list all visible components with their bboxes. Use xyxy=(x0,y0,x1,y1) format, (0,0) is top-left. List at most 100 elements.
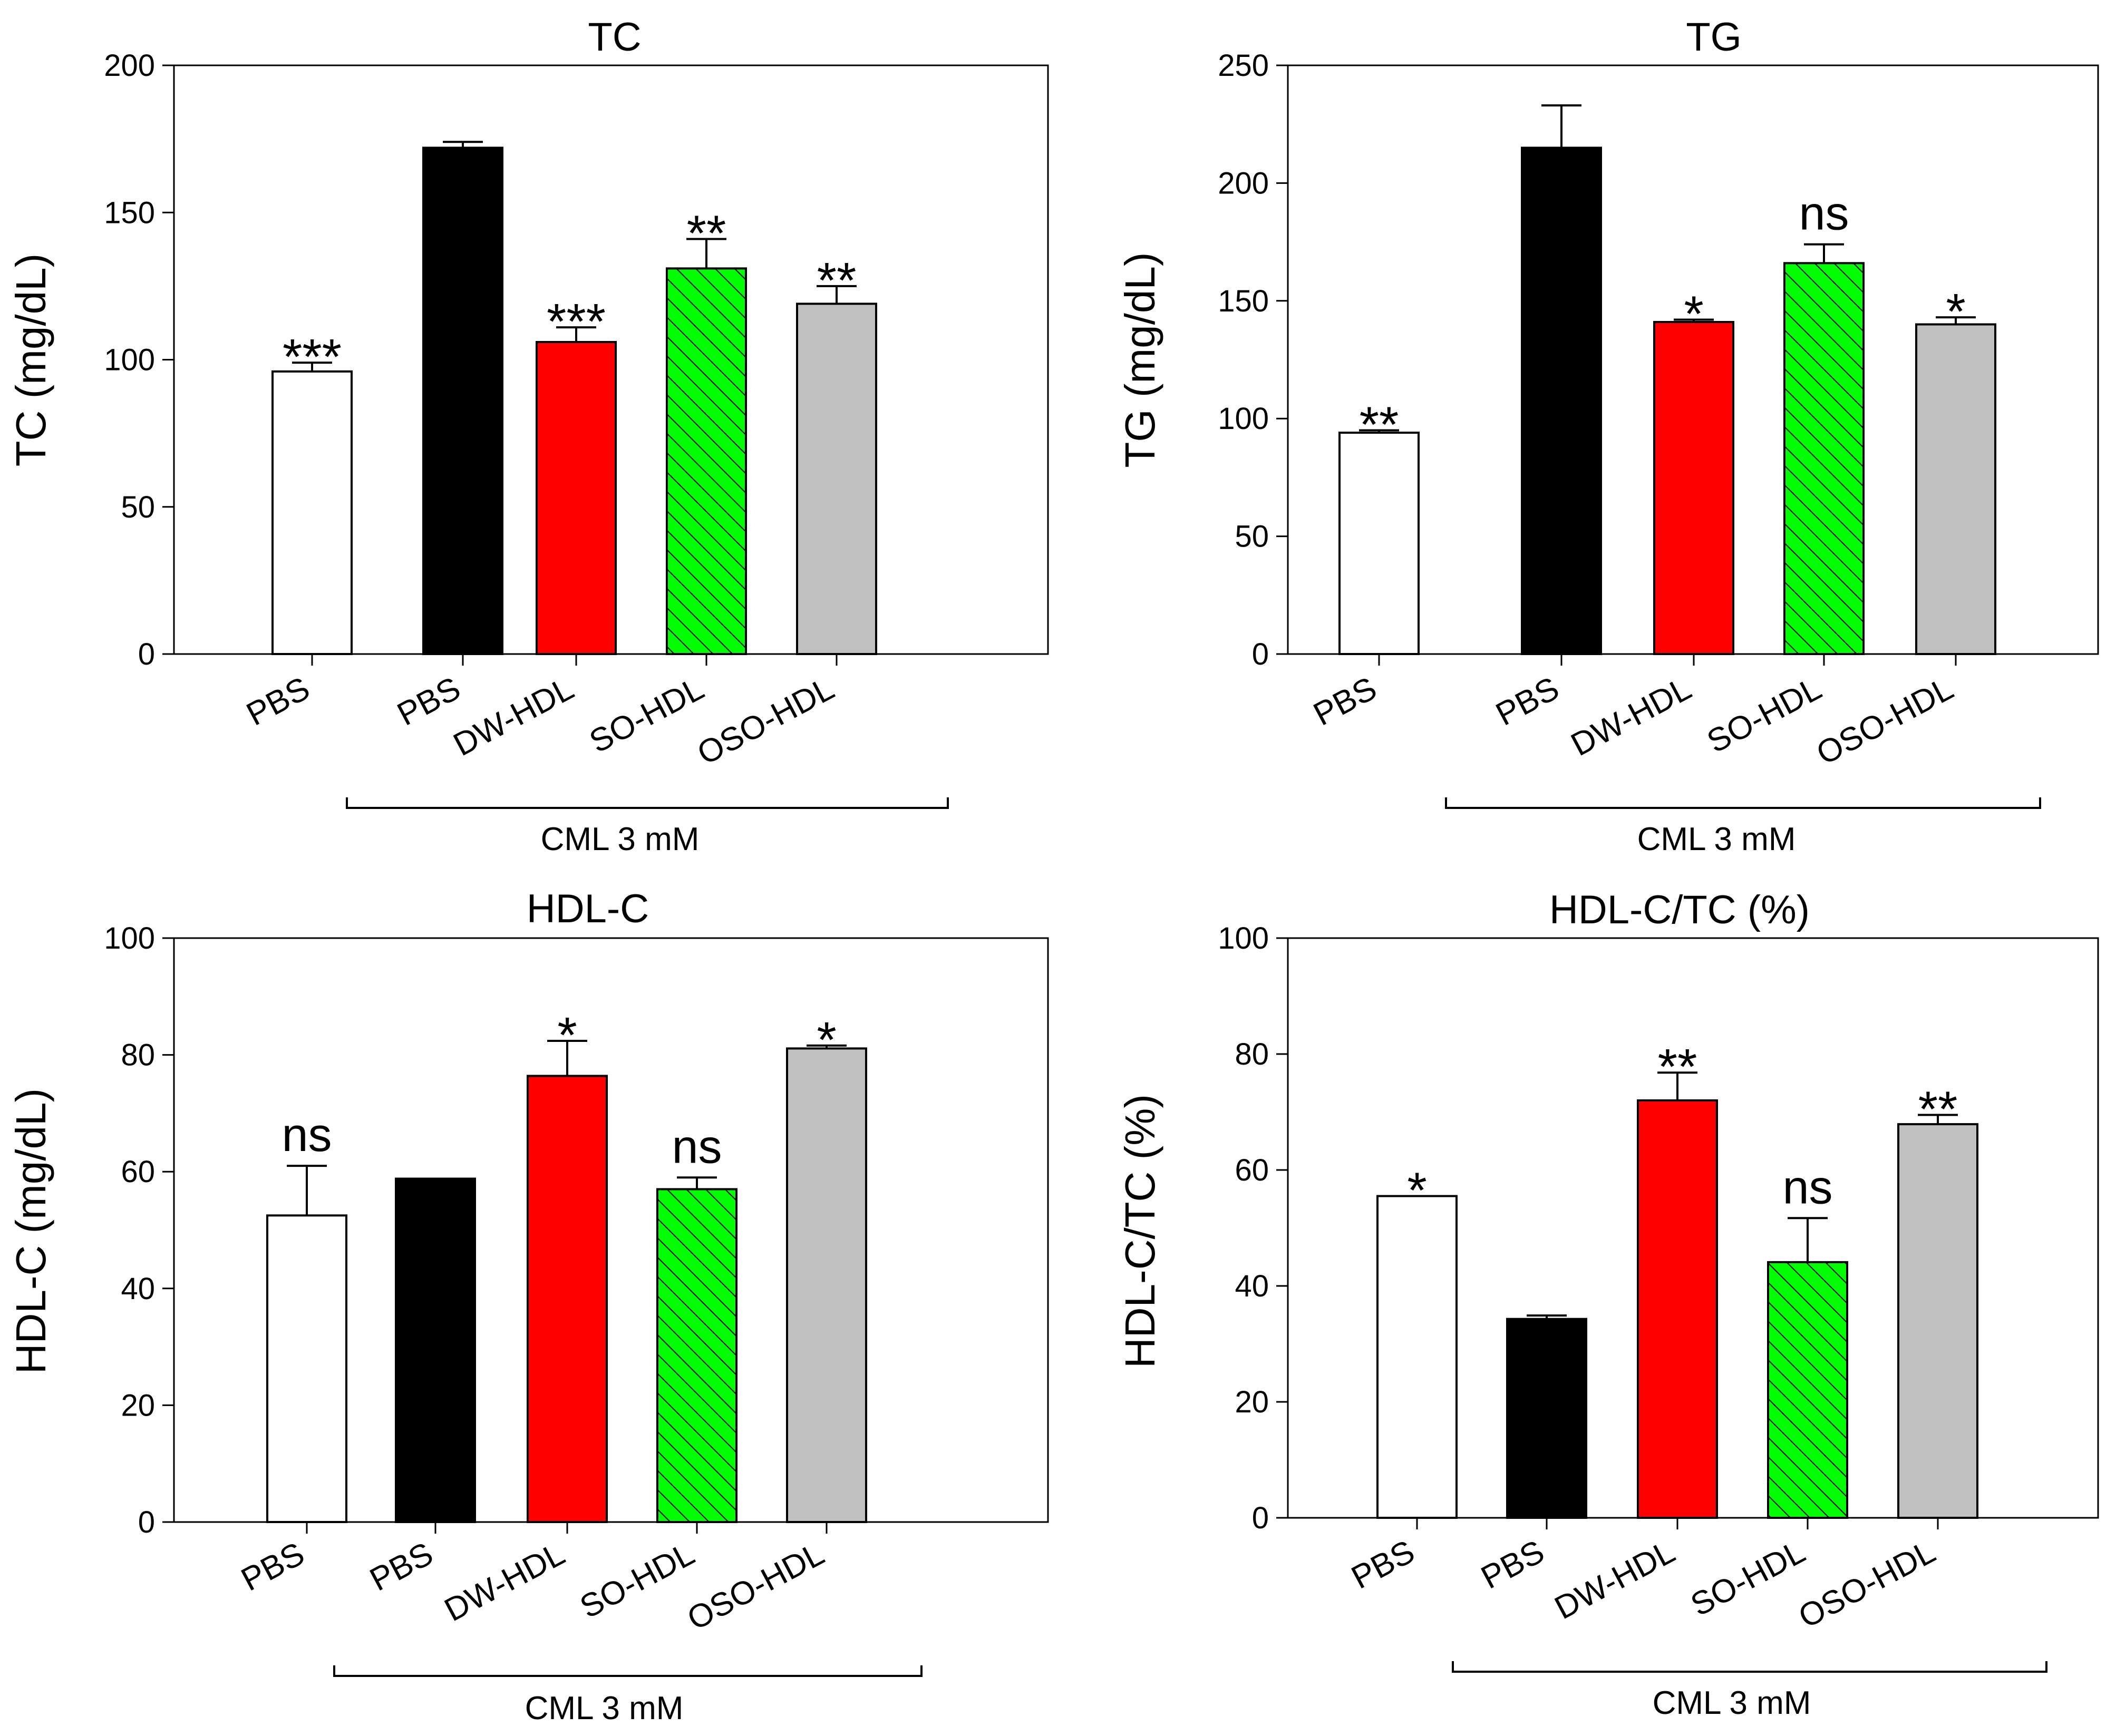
group-label: CML 3 mM xyxy=(525,1690,684,1727)
bar xyxy=(1637,1099,1718,1519)
y-axis-label: TC (mg/dL) xyxy=(7,253,54,467)
significance-label: ** xyxy=(687,206,726,262)
y-tick-label: 60 xyxy=(1235,1153,1269,1187)
bar xyxy=(796,303,877,655)
significance-label: ns xyxy=(672,1120,722,1173)
significance-label: ** xyxy=(817,252,857,309)
significance-label: ns xyxy=(282,1109,332,1162)
group-bracket: CML 3 mM xyxy=(1445,797,2041,857)
y-tick-label: 100 xyxy=(1218,921,1269,955)
y-tick-label: 80 xyxy=(121,1038,155,1072)
y-tick-label: 0 xyxy=(1252,1501,1269,1535)
y-tick-label: 200 xyxy=(1218,166,1269,200)
x-tick-label: DW-HDL xyxy=(448,670,579,763)
y-tick-label: 40 xyxy=(121,1272,155,1306)
bar xyxy=(1915,323,1996,655)
bar xyxy=(1767,1261,1848,1519)
x-tick-label: PBS xyxy=(1476,1533,1550,1596)
bar xyxy=(666,267,747,655)
y-tick-label: 100 xyxy=(104,921,155,955)
x-tick-label: OSO-HDL xyxy=(682,1535,830,1637)
chart-title: HDL-C xyxy=(527,886,649,931)
y-tick-label: 150 xyxy=(1218,284,1269,318)
bar xyxy=(1506,1318,1587,1519)
bar xyxy=(527,1075,608,1524)
y-axis-label: HDL-C (mg/dL) xyxy=(7,1088,54,1374)
significance-label: * xyxy=(557,1007,577,1064)
significance-label: ** xyxy=(1658,1039,1697,1095)
bar xyxy=(536,340,617,655)
y-tick-label: 250 xyxy=(1218,48,1269,83)
bar-series: ns * ns * xyxy=(266,1007,867,1524)
significance-label: *** xyxy=(283,329,342,385)
bar xyxy=(395,1177,476,1524)
x-tick-label: DW-HDL xyxy=(1565,670,1697,763)
bar xyxy=(271,370,353,655)
significance-label: * xyxy=(1684,286,1703,343)
x-tick-label: OSO-HDL xyxy=(1811,670,1959,772)
significance-label: * xyxy=(1946,284,1965,340)
x-tick-label: PBS xyxy=(1346,1533,1421,1596)
x-tick-label: PBS xyxy=(236,1535,310,1598)
chart-title: HDL-C/TC (%) xyxy=(1549,887,1810,932)
x-tick-label: SO-HDL xyxy=(1701,670,1827,760)
bar xyxy=(786,1047,867,1523)
plot-frame xyxy=(173,937,1049,1523)
x-tick-label: PBS xyxy=(364,1535,439,1598)
significance-label: ns xyxy=(1782,1161,1832,1214)
group-bracket: CML 3 mM xyxy=(1452,1661,2047,1721)
y-tick-label: 50 xyxy=(1235,520,1269,554)
bar xyxy=(422,147,503,655)
y-tick-label: 100 xyxy=(104,343,155,377)
x-tick-label: DW-HDL xyxy=(1549,1533,1681,1626)
y-tick-label: 50 xyxy=(121,490,155,524)
y-tick-label: 100 xyxy=(1218,402,1269,436)
x-tick-label: PBS xyxy=(1490,670,1565,733)
y-tick-label: 20 xyxy=(1235,1385,1269,1419)
group-bracket: CML 3 mM xyxy=(333,1665,923,1727)
y-tick-label: 60 xyxy=(121,1155,155,1189)
y-tick-label: 0 xyxy=(138,1505,155,1539)
chart-panel-hdl-c-tc-ratio: HDL-C/TC (%) HDL-C/TC (%) 0 20 40 60 80 100 *… xyxy=(1117,887,2099,1721)
significance-label: ns xyxy=(1799,188,1849,240)
group-bracket: CML 3 mM xyxy=(346,797,949,857)
x-tick-label: PBS xyxy=(392,670,467,733)
y-axis: 0 50 100 150 200 xyxy=(104,48,174,671)
group-label: CML 3 mM xyxy=(1637,821,1796,857)
significance-label: * xyxy=(817,1012,836,1068)
x-tick-label: PBS xyxy=(241,670,316,733)
group-label: CML 3 mM xyxy=(1653,1685,1811,1721)
bar xyxy=(656,1188,737,1523)
group-bracket-line xyxy=(1452,1661,2047,1673)
y-tick-label: 200 xyxy=(104,48,155,83)
bar-series: ***ns** xyxy=(1376,1039,1978,1519)
bar-series: ********** xyxy=(271,141,877,655)
y-axis-label: TG (mg/dL) xyxy=(1117,252,1163,468)
x-tick-label: SO-HDL xyxy=(584,670,710,760)
bar xyxy=(1653,321,1734,655)
bar xyxy=(1521,147,1602,655)
y-tick-label: 150 xyxy=(104,196,155,230)
significance-label: * xyxy=(1407,1163,1426,1219)
group-bracket-line xyxy=(333,1665,923,1677)
x-tick-label: PBS xyxy=(1308,670,1383,733)
group-bracket-line xyxy=(1445,797,2041,809)
y-tick-label: 40 xyxy=(1235,1269,1269,1303)
x-tick-label: OSO-HDL xyxy=(692,670,840,772)
bar xyxy=(1338,432,1420,655)
bar xyxy=(1376,1195,1458,1519)
y-axis: 0 20 40 60 80 100 xyxy=(104,921,174,1539)
y-tick-label: 0 xyxy=(1252,637,1269,671)
chart-title: TG xyxy=(1686,15,1742,60)
y-tick-label: 80 xyxy=(1235,1037,1269,1071)
y-axis: 0 20 40 60 80 100 xyxy=(1218,921,1288,1535)
y-tick-label: 20 xyxy=(121,1388,155,1422)
x-tick-label: SO-HDL xyxy=(574,1535,700,1625)
